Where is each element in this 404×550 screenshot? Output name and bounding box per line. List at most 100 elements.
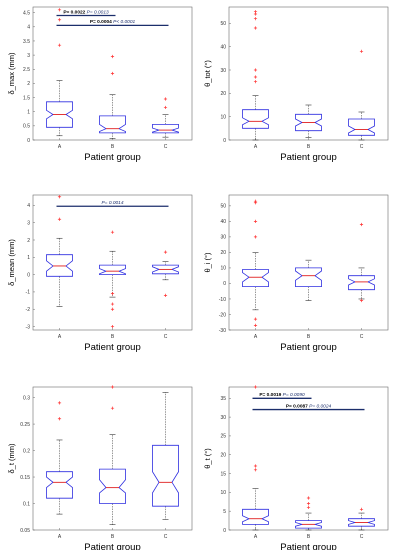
- y-tick-label: 20: [220, 453, 226, 459]
- outlier-point: [110, 307, 115, 311]
- box-body: [348, 118, 375, 136]
- box-group-B: [295, 259, 322, 301]
- outlier-point: [57, 8, 62, 12]
- y-tick-label: 0.2: [23, 448, 30, 454]
- y-tick-label: 3: [27, 53, 30, 59]
- y-tick-label: 0: [223, 138, 226, 144]
- outlier-point: [253, 10, 258, 14]
- y-tick-label: 20: [220, 91, 226, 97]
- box-group-C: [152, 250, 179, 297]
- chart-panel-2: 0 10 20 30 40 50 A B C Patient group θ_tot (°): [203, 6, 389, 163]
- outlier-point: [253, 323, 258, 327]
- y-tick-label: 0.25: [20, 422, 30, 428]
- x-tick-label-A: A: [58, 144, 62, 150]
- outlier-point: [253, 235, 258, 239]
- p-value-bold: P= 0.0019: [259, 392, 281, 398]
- y-tick-label: 35: [220, 396, 226, 402]
- y-tick-label: 15: [220, 471, 226, 477]
- outlier-point: [359, 49, 364, 53]
- x-tick-label-C: C: [360, 334, 364, 340]
- box-group-C: [152, 391, 179, 520]
- x-axis-label: Patient group: [84, 342, 141, 353]
- y-tick-label: -1: [26, 290, 31, 296]
- outlier-point: [110, 292, 115, 296]
- box-body: [152, 264, 179, 275]
- x-tick-label-B: B: [307, 534, 311, 540]
- p-value-annotation: P= 0.0004 P< 0.0001: [90, 19, 136, 25]
- y-tick-label: 10: [220, 114, 226, 120]
- x-tick-label-B: B: [111, 144, 115, 150]
- x-axis-label: Patient group: [280, 152, 337, 163]
- box-body: [152, 444, 179, 507]
- x-tick-label-A: A: [254, 534, 258, 540]
- y-tick-label: 2.5: [23, 67, 30, 73]
- outlier-point: [163, 293, 168, 297]
- chart-panel-4: -30 -20 -10 0 10 20 30 40 50 A B C Patient group θ_i …: [203, 194, 389, 353]
- chart-panel-3: -3 -2 -1 0 1 2 3 4 A B C Patient group δ_mean (mm) P=…: [7, 194, 193, 353]
- y-tick-label: 30: [220, 235, 226, 241]
- outlier-point: [110, 406, 115, 410]
- outlier-point: [359, 507, 364, 511]
- box-body: [46, 471, 73, 499]
- box-group-C: [348, 222, 375, 303]
- outlier-point: [306, 502, 311, 506]
- p-value-annotation: P= 0.0087 P= 0.0024: [286, 403, 332, 409]
- box-body: [46, 254, 73, 277]
- box-group-A: [242, 199, 269, 327]
- y-tick-label: 0: [27, 138, 30, 144]
- p-value-italic: P= 0.0013: [87, 9, 109, 15]
- outlier-point: [306, 496, 311, 500]
- box-group-A: [46, 8, 73, 137]
- box-group-A: [46, 195, 73, 307]
- p-value-italic: P= 0.0024: [309, 403, 331, 409]
- y-tick-label: 30: [220, 415, 226, 421]
- y-tick-label: 50: [220, 204, 226, 210]
- outlier-point: [253, 464, 258, 468]
- y-tick-label: 30: [220, 68, 226, 74]
- y-tick-label: 1: [27, 110, 30, 116]
- y-tick-label: 0.15: [20, 475, 30, 481]
- box-group-B: [99, 54, 126, 139]
- plot-frame: [228, 6, 389, 141]
- y-tick-label: 4: [27, 25, 30, 31]
- box-body: [46, 101, 73, 128]
- box-body: [295, 113, 322, 132]
- box-body: [242, 508, 269, 525]
- outlier-point: [110, 324, 115, 329]
- y-tick-label: -10: [219, 297, 226, 303]
- y-tick-label: 0: [223, 528, 226, 534]
- p-value-annotation: P= 0.0022 P= 0.0013: [63, 9, 109, 15]
- y-tick-label: 25: [220, 434, 226, 440]
- y-tick-label: 5: [223, 509, 226, 515]
- p-value-bold: P= 0.0087: [286, 403, 308, 409]
- box-group-B: [295, 104, 322, 138]
- y-tick-label: 3: [27, 220, 30, 226]
- outlier-point: [253, 385, 258, 389]
- p-value-italic: P= 0.0090: [283, 392, 305, 398]
- outlier-point: [253, 75, 258, 79]
- y-tick-label: 0: [27, 272, 30, 278]
- box-body: [242, 269, 269, 288]
- outlier-point: [110, 385, 115, 389]
- y-tick-label: -30: [219, 328, 226, 334]
- outlier-point: [57, 417, 62, 421]
- p-value-bold: P= 0.0022: [63, 9, 85, 15]
- outlier-point: [57, 195, 62, 199]
- x-tick-label-C: C: [360, 534, 364, 540]
- y-tick-label: 40: [220, 44, 226, 50]
- y-tick-label: 0.05: [20, 528, 30, 534]
- outlier-point: [57, 43, 62, 47]
- y-tick-label: 4.5: [23, 10, 30, 16]
- y-tick-label: 10: [220, 266, 226, 272]
- y-tick-label: 10: [220, 490, 226, 496]
- y-axis-label: θ_tot (°): [203, 60, 212, 87]
- outlier-point: [57, 217, 62, 221]
- y-tick-label: 1: [27, 255, 30, 261]
- outlier-point: [253, 199, 258, 203]
- box-group-A: [242, 10, 269, 141]
- y-tick-label: 2: [27, 81, 30, 87]
- x-tick-label-B: B: [307, 334, 311, 340]
- outlier-point: [359, 222, 364, 227]
- chart-panel-5: 0.05 0.1 0.15 0.2 0.25 0.3 A B C Patient group δ_t…: [7, 385, 193, 550]
